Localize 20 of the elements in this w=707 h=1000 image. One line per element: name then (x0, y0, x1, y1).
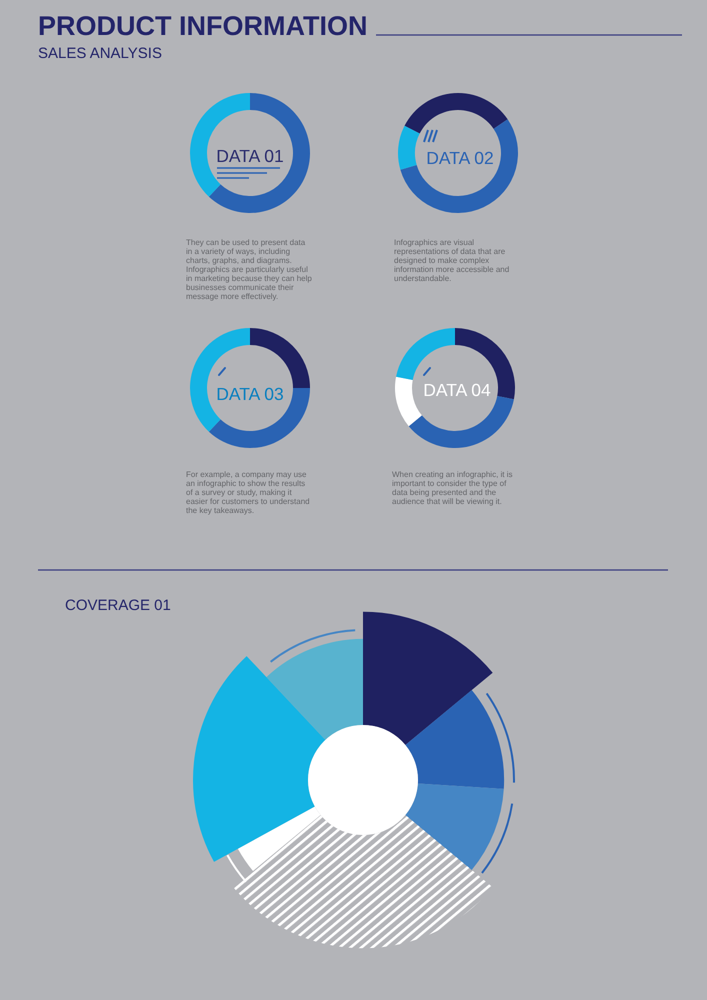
text: DATA 04 (423, 380, 491, 400)
text: Infographics are visual representations of data that are designed to make complex information more accessible and understandable. (394, 238, 510, 283)
donut-slice (396, 328, 455, 380)
donut-slice (395, 376, 422, 426)
donut-slice (208, 388, 310, 448)
chart-title: COVERAGE 01 (65, 597, 171, 614)
text: DATA 02 (426, 148, 494, 168)
text: When creating an infographic, it is important to consider the type of data being presented and the audience that will be viewing it. (392, 470, 513, 506)
text: DATA 01 (216, 146, 284, 166)
donut-slice (400, 119, 518, 213)
donut-slice (398, 126, 420, 170)
donut-slice (250, 328, 310, 388)
donut-slice (408, 396, 514, 448)
donut-slice (208, 93, 310, 213)
text: They can be used to present data in a variety of ways, including charts, graphs, and diagrams. Infographics are particularly useful in marketing because they can help businesses communicate their message more effectively. (186, 238, 312, 301)
text: PRODUCT INFORMATION (38, 11, 368, 41)
text: For example, a company may use an infographic to show the results of a survey or study, making it easier for customers to understand the key takeaways. (186, 470, 310, 515)
text: DATA 03 (216, 384, 284, 404)
donut-slice (404, 93, 508, 134)
text: SALES ANALYSIS (38, 45, 162, 62)
